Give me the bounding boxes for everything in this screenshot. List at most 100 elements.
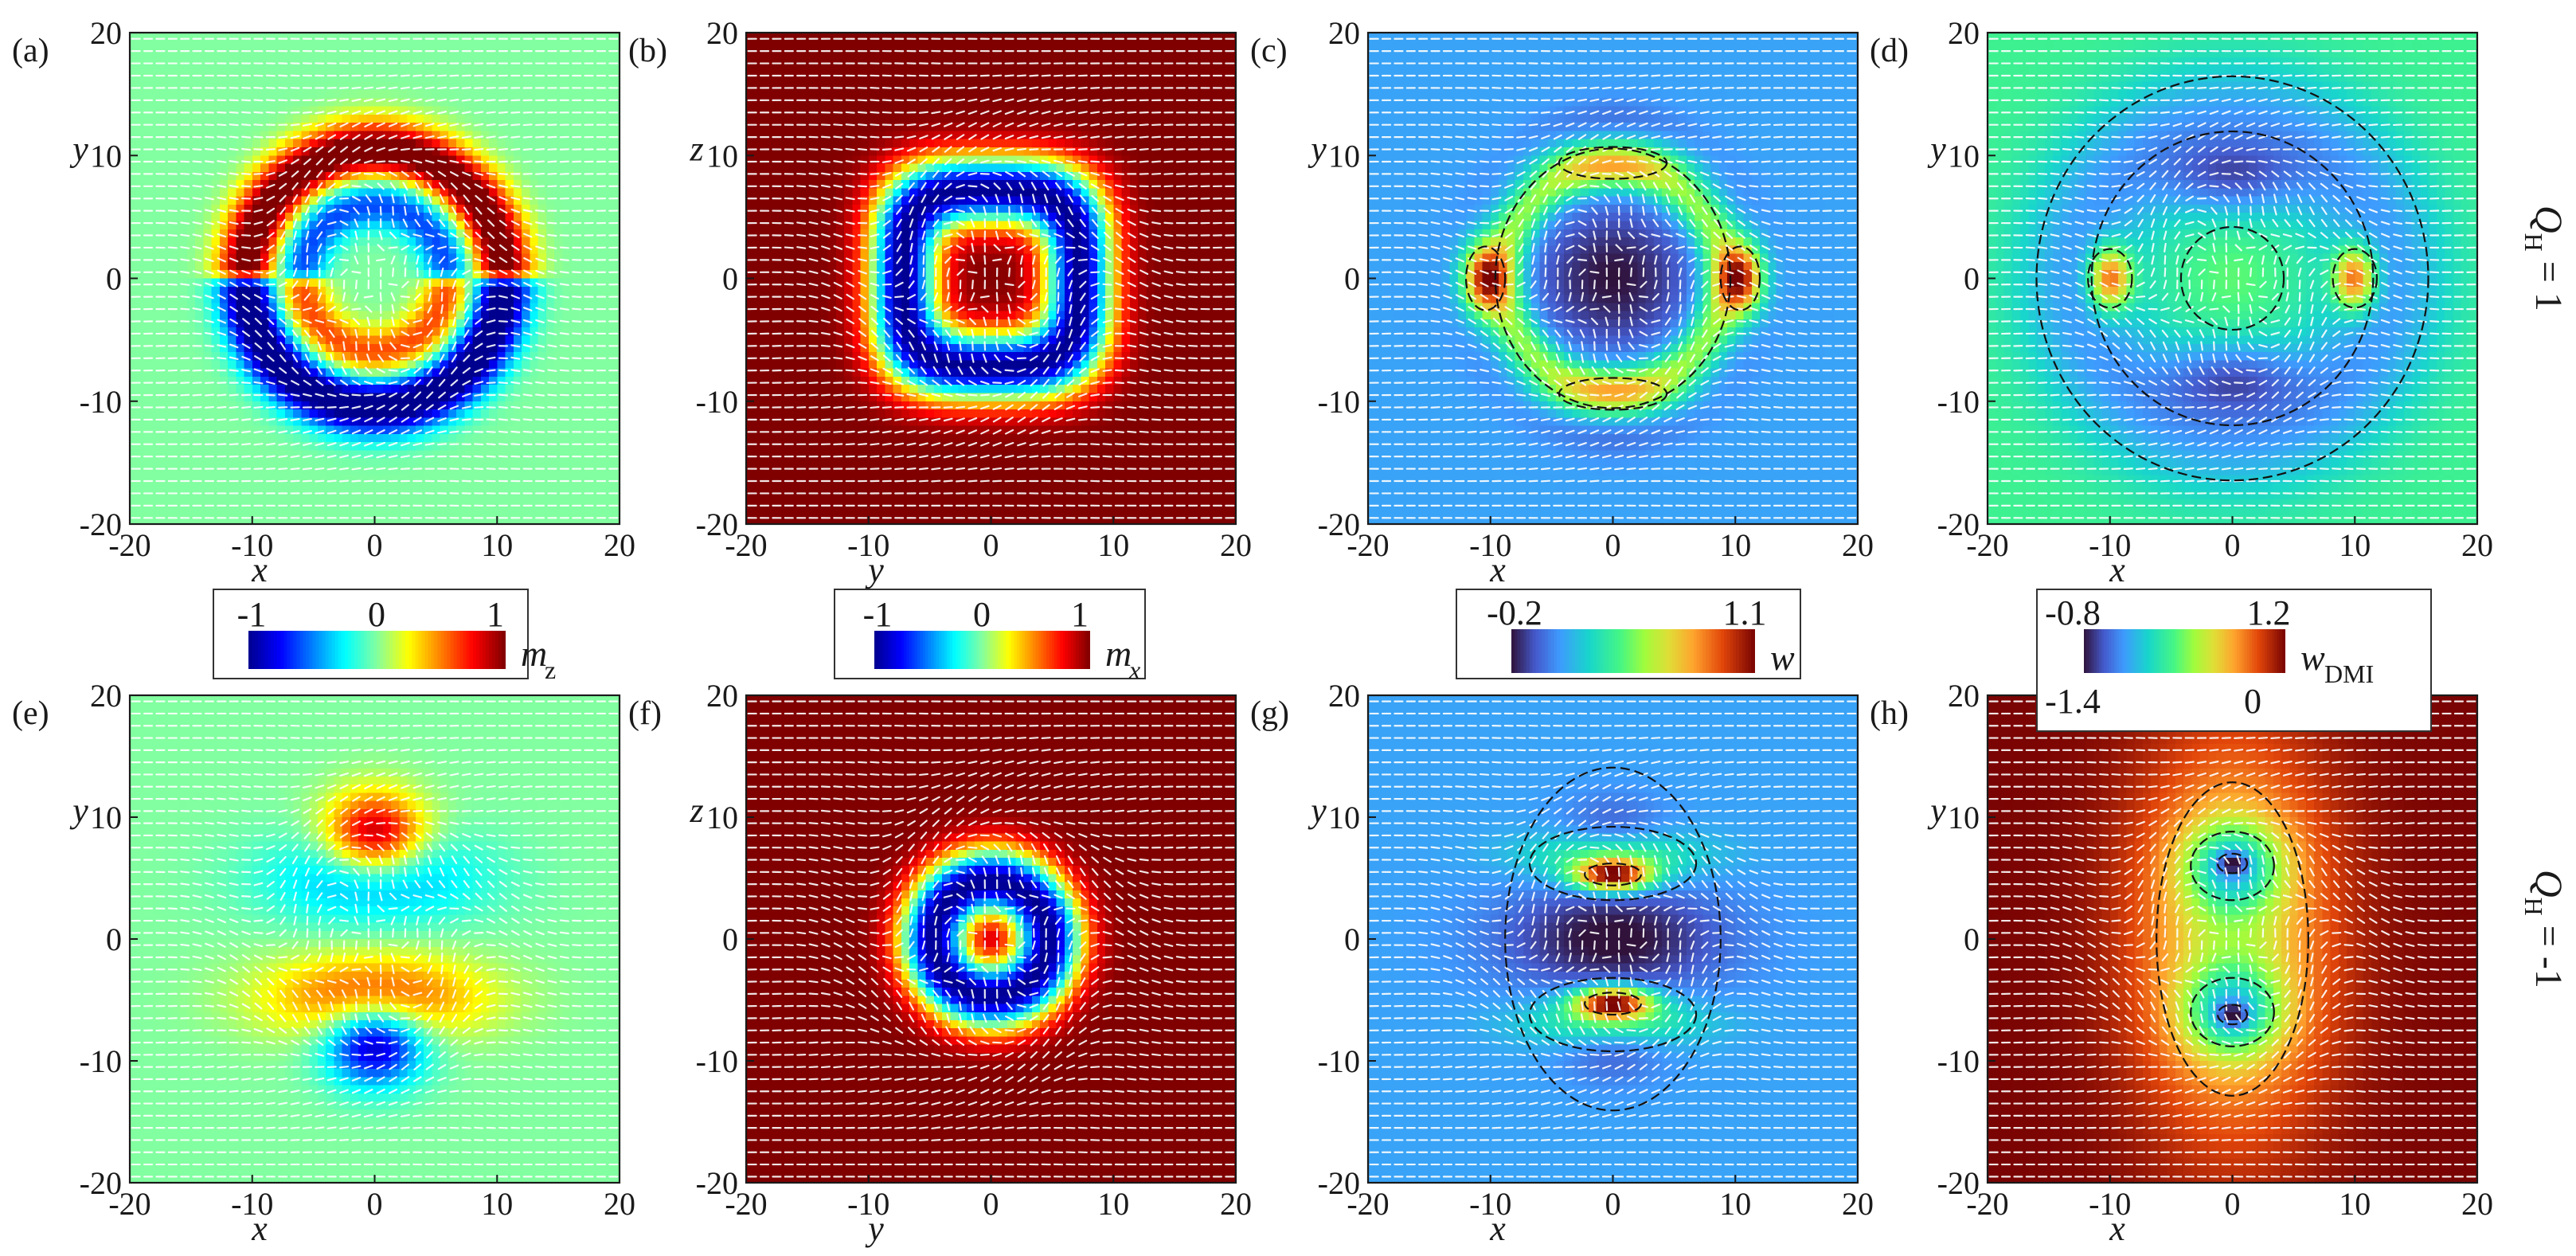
colorbar-top-max-label: 1.2 <box>2247 593 2291 632</box>
y-tick-label: -10 <box>696 384 738 420</box>
y-tick-label: 10 <box>706 138 738 174</box>
heatmap-cells <box>1988 33 2478 525</box>
x-tick-label: -20 <box>108 527 150 563</box>
y-tick-label: 10 <box>1328 800 1360 835</box>
x-tick-label: -20 <box>1966 527 2008 563</box>
x-tick-label: 0 <box>1605 527 1621 563</box>
y-tick-label: 10 <box>1948 800 1980 835</box>
contour-lines <box>2156 781 2309 1097</box>
x-tick-label: -10 <box>1469 527 1511 563</box>
y-tick-label: -10 <box>80 384 122 420</box>
colorbar-quantity: w <box>1770 637 1795 678</box>
x-tick-label: 0 <box>2225 1186 2241 1222</box>
x-axis-label: y <box>865 1209 884 1248</box>
x-tick-label: 10 <box>1097 1186 1129 1222</box>
colorbar-top-min-label: -0.8 <box>2045 593 2101 632</box>
y-tick-label: -20 <box>80 507 122 542</box>
y-tick-label: -20 <box>696 1165 738 1201</box>
contour-lines <box>1504 766 1722 1112</box>
x-tick-label: 20 <box>604 527 635 563</box>
y-tick-label: -10 <box>1318 1043 1360 1079</box>
magnetization-arrows <box>131 700 619 1178</box>
colorbar-subscript: z <box>545 655 556 684</box>
y-tick-label: 10 <box>90 138 122 174</box>
y-tick-label: 10 <box>90 800 122 835</box>
x-tick-label: 0 <box>1605 1186 1621 1222</box>
x-tick-label: -20 <box>1966 1186 2008 1222</box>
y-tick-label: 10 <box>1328 138 1360 174</box>
panel-label: (h) <box>1870 695 1909 732</box>
y-tick-label: -20 <box>1318 1165 1360 1201</box>
y-tick-label: -10 <box>1318 384 1360 420</box>
colorbar-min-label: -1 <box>863 595 893 634</box>
y-tick-label: 0 <box>1964 261 1980 297</box>
x-tick-label: -10 <box>2089 1186 2131 1222</box>
heatmap-cells <box>130 33 620 525</box>
panel-label: (e) <box>12 695 49 732</box>
colorbar-quantity: m <box>521 633 547 674</box>
x-tick-label: 20 <box>604 1186 635 1222</box>
heatmap-cells <box>1368 33 1859 525</box>
y-tick-label: 20 <box>90 678 122 714</box>
y-axis-label: z <box>689 129 703 168</box>
y-tick-label: 0 <box>106 921 122 957</box>
magnetization-arrows <box>1369 37 1857 519</box>
magnetization-arrows <box>131 37 619 519</box>
contour-lines <box>1464 146 1761 411</box>
x-tick-label: -10 <box>231 527 273 563</box>
y-tick-label: -10 <box>1937 384 1980 420</box>
y-axis-label: y <box>1308 129 1327 168</box>
x-tick-label: -20 <box>725 1186 767 1222</box>
colorbar-max-label: 1.1 <box>1723 593 1767 632</box>
panel-g: -20 -10 0 10 20 -20 -10 0 10 20 x y (g) <box>1250 678 1874 1248</box>
colorbar-mx: -1 0 1mx <box>834 589 1146 684</box>
colorbar-mid-label: 0 <box>368 595 385 634</box>
y-tick-label: -20 <box>1937 1165 1980 1201</box>
row-label-1: QH = 1 <box>2519 205 2570 311</box>
panel-label: (d) <box>1870 33 1909 69</box>
x-axis-label: x <box>251 550 268 589</box>
x-tick-label: -20 <box>1347 1186 1389 1222</box>
panel-e: -20 -10 0 10 20 -20 -10 0 10 20 x y (e) <box>12 678 635 1248</box>
panel-label: (b) <box>628 33 667 69</box>
panel-b: -20 -10 0 10 20 -20 -10 0 10 20 y z (b) <box>628 15 1252 589</box>
y-axis-label: y <box>69 791 88 830</box>
x-axis-label: x <box>251 1209 268 1248</box>
x-tick-label: -20 <box>108 1186 150 1222</box>
colorbar-gradient <box>874 631 1090 669</box>
y-tick-label: 0 <box>1964 921 1980 957</box>
x-tick-label: 10 <box>1097 527 1129 563</box>
colorbar-min-label: -1 <box>237 595 267 634</box>
y-tick-label: 0 <box>722 921 738 957</box>
x-tick-label: 10 <box>481 1186 513 1222</box>
colorbar-subscript: DMI <box>2324 659 2374 688</box>
magnetization-arrows <box>747 37 1235 519</box>
y-tick-label: 10 <box>706 800 738 835</box>
panel-label: (f) <box>628 695 662 732</box>
heatmap-cells <box>746 33 1237 525</box>
x-axis-label: x <box>1489 1209 1506 1248</box>
magnetization-arrows <box>747 700 1235 1178</box>
y-tick-label: 0 <box>1344 261 1360 297</box>
y-tick-label: 20 <box>706 15 738 51</box>
x-axis-label: y <box>865 550 884 589</box>
panel-h: -20 -10 0 10 20 -20 -10 0 10 20 x y (h) <box>1870 678 2493 1248</box>
magnetization-arrows <box>1369 700 1857 1178</box>
colorbar-gradient <box>2084 629 2285 673</box>
y-tick-label: -20 <box>80 1165 122 1201</box>
heatmap-cells <box>1988 695 2478 1184</box>
y-tick-label: 20 <box>1328 15 1360 51</box>
panel-label: (c) <box>1250 33 1288 69</box>
colorbar-subscript: x <box>1128 655 1140 684</box>
colorbar-bottom-min-label: -1.4 <box>2045 682 2101 721</box>
y-axis-label: y <box>1308 791 1327 830</box>
x-tick-label: 20 <box>2461 1186 2493 1222</box>
x-axis-label: x <box>1489 550 1506 589</box>
colorbar-quantity: w <box>2300 637 2325 678</box>
x-tick-label: -20 <box>1347 527 1389 563</box>
x-tick-label: 10 <box>481 527 513 563</box>
y-tick-label: 0 <box>1344 921 1360 957</box>
y-axis-label: y <box>69 129 88 168</box>
x-axis-label: x <box>2109 550 2125 589</box>
y-tick-label: -10 <box>696 1043 738 1079</box>
